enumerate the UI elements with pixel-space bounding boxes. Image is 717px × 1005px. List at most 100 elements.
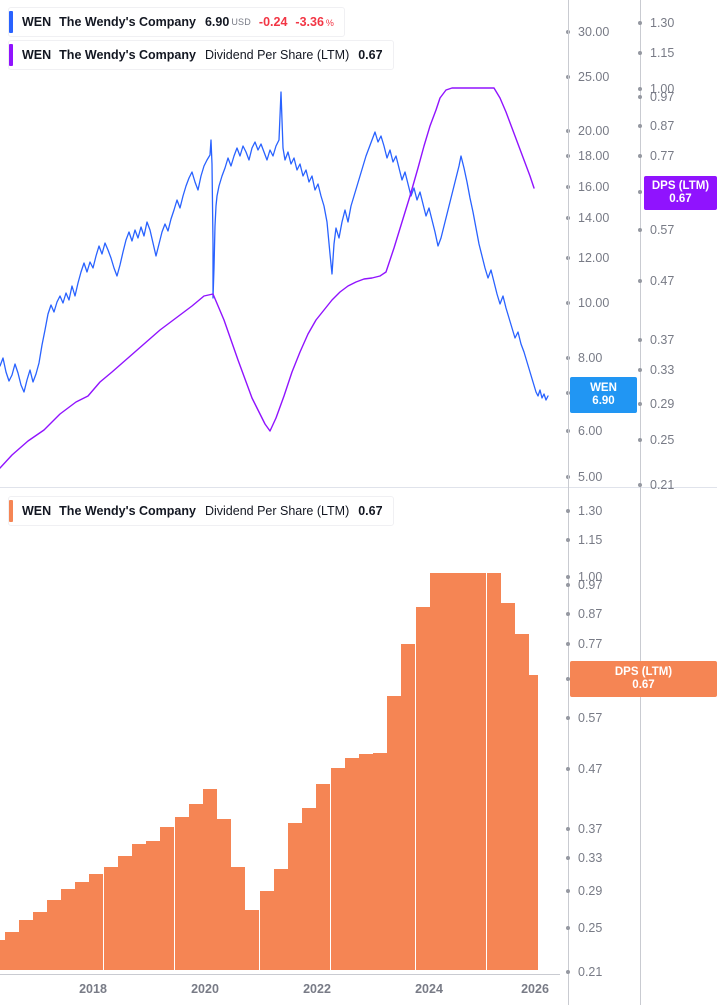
price-badge-dps-overlay[interactable]: DPS (LTM) 0.67 xyxy=(644,176,717,210)
axis-tick-pip xyxy=(566,575,570,579)
dividend-bar[interactable] xyxy=(189,804,203,970)
dividend-bar[interactable] xyxy=(33,912,47,970)
dividend-bar[interactable] xyxy=(524,675,538,970)
axis-tick-label: 0.37 xyxy=(650,333,675,347)
axis-tick-pip xyxy=(566,716,570,720)
axis-tick-label: 0.97 xyxy=(650,90,675,104)
axis-tick-pip xyxy=(638,483,642,487)
dividend-bar[interactable] xyxy=(302,808,316,970)
dividend-bar[interactable] xyxy=(19,920,33,970)
dividend-bar[interactable] xyxy=(359,754,373,970)
legend-currency: USD xyxy=(231,17,251,27)
dividend-bar[interactable] xyxy=(217,819,231,970)
price-badge-dps-overlay-label: DPS (LTM) xyxy=(651,180,710,192)
legend-dps-overlay[interactable]: WEN The Wendy's Company Dividend Per Sha… xyxy=(8,40,394,70)
axis-tick-pip xyxy=(638,51,642,55)
dividend-plot-area[interactable] xyxy=(0,488,560,970)
time-axis-label: 2026 xyxy=(521,982,549,996)
axis-tick-pip xyxy=(566,889,570,893)
axis-tick-label: 0.37 xyxy=(578,822,603,836)
time-axis[interactable]: 2018 2020 2022 2024 2026 xyxy=(0,974,717,1005)
dividend-bar[interactable] xyxy=(316,784,330,970)
time-axis-label: 2018 xyxy=(79,982,107,996)
dividend-bar[interactable] xyxy=(203,789,217,970)
price-badge-wen[interactable]: WEN 6.90 xyxy=(570,377,637,413)
legend-ticker-price: WEN xyxy=(22,15,52,29)
axis-tick-label: 5.00 xyxy=(578,470,603,484)
panel-separator xyxy=(0,487,717,488)
legend-ticker-dps-overlay: WEN xyxy=(22,48,52,62)
axis-tick-pip xyxy=(638,87,642,91)
legend-company-dps-panel: The Wendy's Company xyxy=(59,504,196,518)
axis-tick-pip xyxy=(638,154,642,158)
axis-tick-label: 0.33 xyxy=(578,851,603,865)
dividend-bar[interactable] xyxy=(75,882,89,970)
axis-tick-pip xyxy=(566,767,570,771)
dividend-bar[interactable] xyxy=(231,867,245,970)
dividend-bar[interactable] xyxy=(5,932,19,970)
dividend-bar[interactable] xyxy=(260,891,274,970)
axis-tick-pip xyxy=(566,677,570,681)
dividend-bar[interactable] xyxy=(160,827,174,970)
axis-tick-pip xyxy=(566,583,570,587)
dividend-bar[interactable] xyxy=(487,573,501,970)
legend-change-absolute: -0.24 xyxy=(258,15,288,29)
axis-tick-label: 1.00 xyxy=(650,82,675,96)
axis-tick-label: 0.25 xyxy=(650,433,675,447)
dividend-bar[interactable] xyxy=(132,844,146,970)
dividend-bar[interactable] xyxy=(373,753,387,970)
axis-tick-label: 0.47 xyxy=(578,762,603,776)
dividend-bar[interactable] xyxy=(274,869,288,970)
axis-tick-label: 16.00 xyxy=(578,180,610,194)
axis-tick-pip xyxy=(566,856,570,860)
dividend-bar[interactable] xyxy=(175,817,189,970)
dividend-bar[interactable] xyxy=(118,856,132,970)
price-badge-dps-panel[interactable]: DPS (LTM) 0.67 xyxy=(570,661,717,697)
axis-tick-pip xyxy=(638,402,642,406)
legend-last-price: 6.90 xyxy=(204,15,230,29)
dividend-bar[interactable] xyxy=(146,841,160,970)
dividend-bar[interactable] xyxy=(401,644,415,970)
dividend-bar[interactable] xyxy=(501,603,515,970)
dividend-bar[interactable] xyxy=(331,768,345,970)
axis-tick-label: 1.30 xyxy=(578,504,603,518)
axis-tick-label: 0.77 xyxy=(650,149,675,163)
legend-color-swatch-price xyxy=(9,11,13,33)
axis-tick-label: 10.00 xyxy=(578,296,610,310)
dps-panel-axis[interactable]: 1.301.151.000.970.870.770.670.570.470.37… xyxy=(566,0,717,1005)
time-axis-label: 2024 xyxy=(415,982,443,996)
dividend-bar[interactable] xyxy=(458,573,472,970)
dividend-bar[interactable] xyxy=(0,940,5,970)
legend-metric-dps-overlay: Dividend Per Share (LTM) xyxy=(204,48,350,62)
dividend-bar[interactable] xyxy=(61,889,75,970)
axis-tick-pip xyxy=(566,926,570,930)
axis-tick-pip xyxy=(638,338,642,342)
legend-price[interactable]: WEN The Wendy's Company 6.90 USD -0.24 -… xyxy=(8,7,346,37)
dividend-bar[interactable] xyxy=(472,573,486,970)
dividend-bar[interactable] xyxy=(104,867,118,970)
axis-tick-pip xyxy=(638,95,642,99)
axis-tick-label: 0.57 xyxy=(650,223,675,237)
dividend-bar[interactable] xyxy=(430,573,444,970)
legend-ticker-dps-panel: WEN xyxy=(22,504,52,518)
dividend-bar[interactable] xyxy=(345,758,359,970)
dividend-bar[interactable] xyxy=(387,696,401,970)
dividend-bar[interactable] xyxy=(444,573,458,970)
axis-tick-label: 0.47 xyxy=(650,274,675,288)
dividend-bar[interactable] xyxy=(288,823,302,970)
dps-overlay-axis-line xyxy=(640,0,641,1005)
dividend-bar[interactable] xyxy=(47,900,61,970)
axis-tick-pip xyxy=(638,124,642,128)
dividend-bar[interactable] xyxy=(245,910,259,970)
dividend-bar[interactable] xyxy=(416,607,430,970)
dividend-panel[interactable] xyxy=(0,488,717,1005)
dividend-bar[interactable] xyxy=(89,874,103,970)
axis-tick-label: 0.21 xyxy=(650,478,675,492)
axis-tick-label: 1.30 xyxy=(650,16,675,30)
price-panel[interactable] xyxy=(0,0,717,488)
price-badge-dps-panel-value: 0.67 xyxy=(632,679,655,691)
price-plot-area[interactable] xyxy=(0,0,560,487)
legend-dps-panel[interactable]: WEN The Wendy's Company Dividend Per Sha… xyxy=(8,496,394,526)
axis-tick-pip xyxy=(638,368,642,372)
price-badge-wen-ticker: WEN xyxy=(590,382,617,394)
